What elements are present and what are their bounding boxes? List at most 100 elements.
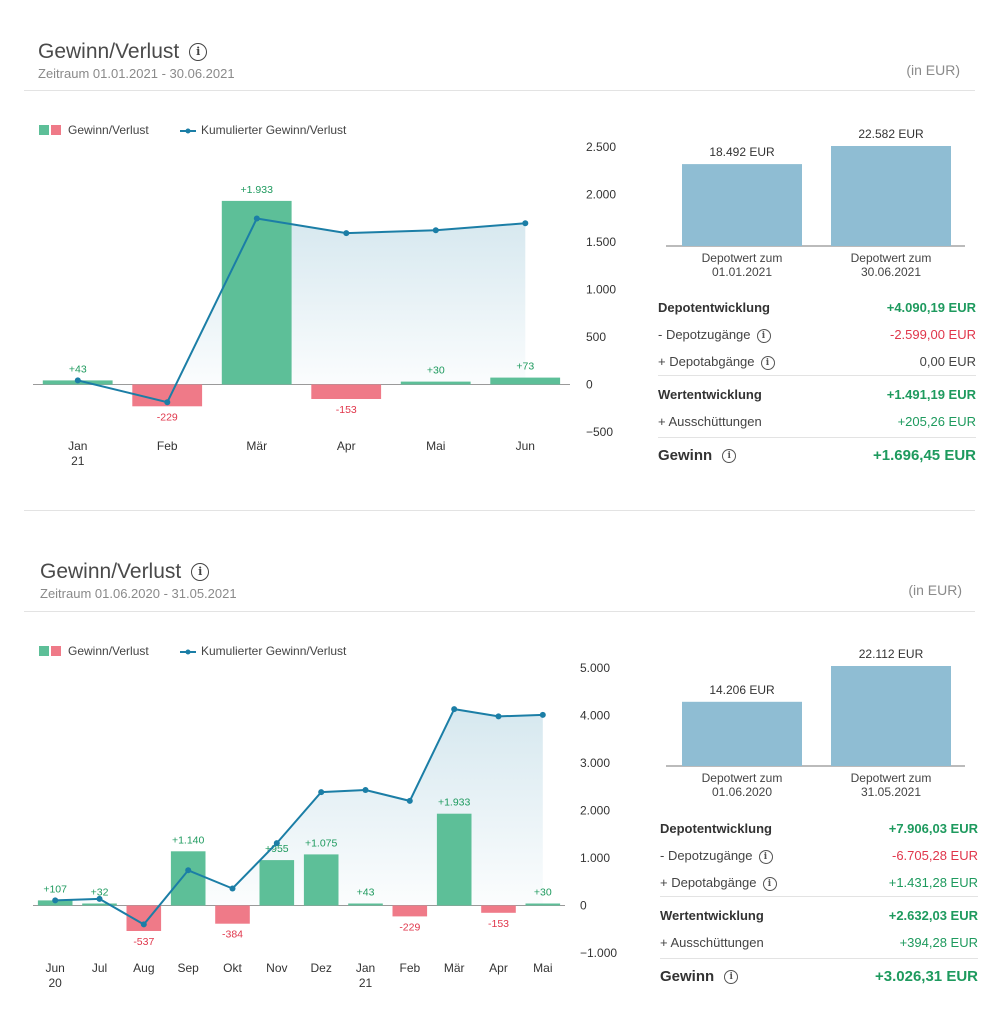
info-icon[interactable]: i — [762, 876, 777, 891]
legend-swatch-positive — [39, 646, 49, 656]
summary-label: Gewinn i — [660, 968, 739, 985]
bar — [259, 860, 295, 906]
panel-title-text: Gewinn/Verlust — [40, 560, 182, 583]
summary-table: Depotentwicklung +7.906,03 EUR - Depotzugä… — [660, 811, 978, 1001]
y-tick-label: 2.000 — [586, 188, 616, 202]
bar-data-label: +43 — [69, 363, 87, 375]
summary-label: + Depotabgänge i — [660, 875, 777, 891]
line-point — [495, 713, 502, 720]
line-point — [432, 227, 439, 234]
depot-bar-label: 22.582 EUR — [858, 127, 924, 141]
summary-divider — [660, 896, 978, 897]
info-icon[interactable]: i — [724, 970, 739, 985]
gain-loss-chart: Gewinn/Verlust Kumulierter Gewinn/Verlust… — [33, 123, 616, 468]
bar-data-label: +1.933 — [241, 184, 274, 196]
summary-label-text: + Depotabgänge — [660, 875, 757, 890]
summary-table: Depotentwicklung +4.090,19 EUR - Depotzugä… — [658, 290, 976, 480]
summary-label: - Depotzugänge i — [660, 848, 773, 864]
info-icon[interactable]: i — [758, 849, 773, 864]
y-tick-label: −1.000 — [580, 946, 617, 960]
bar-data-label: -537 — [133, 936, 154, 948]
chart-legend: Gewinn/Verlust Kumulierter Gewinn/Verlust — [39, 644, 347, 658]
depot-bar — [682, 701, 802, 766]
x-tick-label: 21 — [71, 454, 85, 468]
summary-label-text: Gewinn — [660, 968, 715, 985]
info-icon[interactable]: i — [722, 449, 737, 464]
gain-loss-chart: Gewinn/Verlust Kumulierter Gewinn/Verlust… — [33, 644, 617, 990]
line-point — [164, 399, 171, 406]
summary-label: Wertentwicklung — [658, 387, 762, 402]
x-tick-label: Jul — [92, 961, 107, 975]
depot-bar — [831, 146, 951, 246]
x-tick-label: Jan — [68, 439, 87, 453]
depot-bar-caption: Depotwert zum — [702, 251, 783, 265]
summary-label-text: - Depotzugänge — [658, 327, 751, 342]
y-tick-label: 1.500 — [586, 235, 616, 249]
summary-label: + Ausschüttungen — [660, 935, 764, 950]
summary-label-text: Wertentwicklung — [658, 387, 762, 402]
bar-data-label: +73 — [516, 361, 534, 373]
bar — [215, 905, 250, 924]
line-point — [273, 840, 280, 847]
summary-label-text: + Depotabgänge — [658, 354, 755, 369]
line-point — [362, 787, 369, 793]
bar — [392, 905, 428, 917]
x-tick-label: Mär — [246, 439, 267, 453]
summary-value: +1.431,28 EUR — [888, 875, 978, 890]
summary-label: Gewinn i — [658, 447, 737, 464]
bar — [82, 903, 117, 906]
legend-label-bars: Gewinn/Verlust — [68, 123, 149, 137]
bar — [221, 200, 292, 385]
bar-data-label: +107 — [43, 883, 67, 895]
y-tick-label: 0 — [586, 378, 593, 392]
bar — [436, 813, 472, 906]
panel-1: Gewinn/Verlust i Zeitraum 01.01.2021 - 3… — [0, 0, 998, 511]
depot-bar-date: 30.06.2021 — [861, 265, 921, 279]
line-point — [318, 789, 325, 796]
summary-value: +394,28 EUR — [899, 935, 978, 950]
summary-label-text: + Ausschüttungen — [660, 935, 764, 950]
x-tick-label: Jan — [356, 961, 375, 975]
cumulative-line — [77, 217, 526, 404]
info-icon[interactable]: i — [189, 43, 208, 61]
y-tick-label: 5.000 — [580, 661, 610, 675]
x-tick-label: Nov — [266, 961, 287, 975]
x-tick-label: 20 — [48, 976, 62, 990]
legend-label-line: Kumulierter Gewinn/Verlust — [201, 123, 347, 137]
x-tick-label: Feb — [157, 439, 178, 453]
legend-swatch-positive — [39, 125, 49, 135]
info-icon[interactable]: i — [191, 563, 210, 581]
header-divider — [24, 90, 975, 91]
x-tick-label: Sep — [177, 961, 199, 975]
depot-bar-date: 31.05.2021 — [861, 785, 921, 799]
summary-label: Depotentwicklung — [660, 821, 772, 836]
info-icon[interactable]: i — [760, 355, 775, 370]
period-label: Zeitraum 01.01.2021 - 30.06.2021 — [38, 66, 235, 81]
x-tick-label: Apr — [337, 439, 356, 453]
x-tick-label: Aug — [133, 961, 154, 975]
line-point — [451, 706, 458, 713]
panel-title: Gewinn/Verlust i — [40, 560, 210, 584]
legend-label-bars: Gewinn/Verlust — [68, 644, 149, 658]
info-icon[interactable]: i — [756, 328, 771, 343]
bar — [132, 384, 203, 407]
summary-value: 0,00 EUR — [919, 354, 976, 369]
bar-data-label: +32 — [91, 887, 109, 899]
bar — [400, 381, 471, 385]
chart-legend: Gewinn/Verlust Kumulierter Gewinn/Verlust — [39, 123, 347, 137]
depot-bar — [831, 666, 951, 766]
period-label: Zeitraum 01.06.2020 - 31.05.2021 — [40, 586, 237, 601]
x-tick-label: Feb — [399, 961, 420, 975]
legend-line-marker — [185, 649, 191, 655]
summary-label-text: Depotentwicklung — [658, 300, 770, 315]
summary-label: - Depotzugänge i — [658, 327, 771, 343]
cumulative-area — [77, 218, 526, 403]
depot-bar-date: 01.01.2021 — [712, 265, 772, 279]
x-tick-label: Mai — [426, 439, 445, 453]
line-point — [253, 215, 260, 222]
panel-title-text: Gewinn/Verlust — [38, 40, 180, 63]
summary-label-text: Depotentwicklung — [660, 821, 772, 836]
legend-swatch-negative — [51, 646, 61, 656]
summary-value: +2.632,03 EUR — [888, 908, 978, 923]
bar-data-label: +30 — [427, 365, 445, 377]
